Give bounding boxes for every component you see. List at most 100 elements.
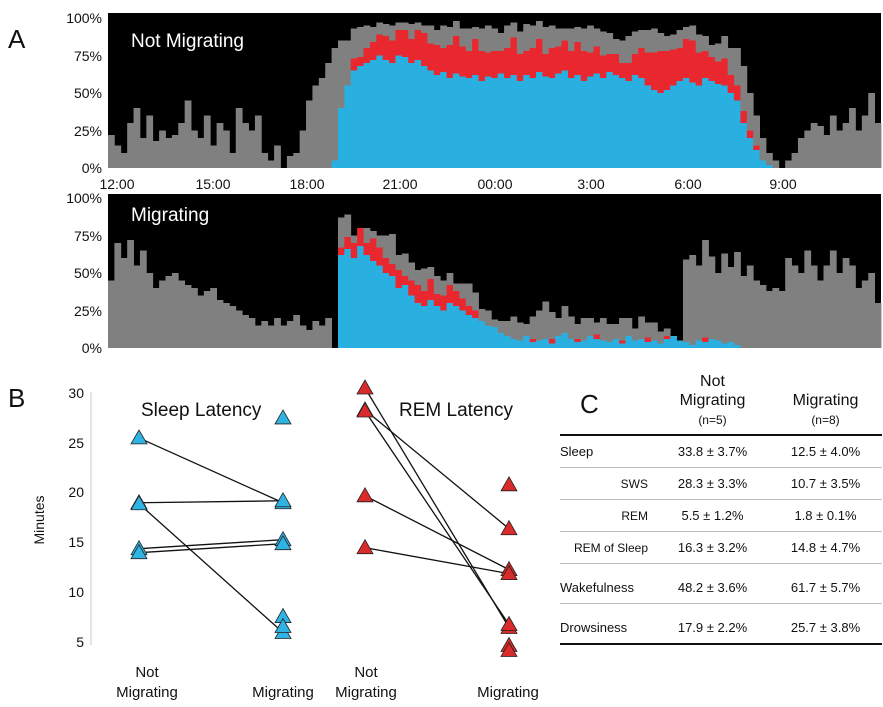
bottom-sws-bar	[369, 261, 377, 348]
top-sws-bar	[414, 60, 422, 168]
top-wake-bar	[146, 115, 154, 168]
bottom-wake-bar	[727, 267, 735, 342]
rem-latency-not-migrating-point	[356, 486, 374, 503]
top-wake-bar	[708, 45, 716, 57]
bottom-sws-bar	[644, 342, 652, 348]
top-sws-bar	[753, 150, 761, 168]
top-wake-bar	[165, 138, 173, 168]
top-sws-bar	[395, 55, 403, 168]
bottom-wake-bar	[235, 310, 243, 348]
top-wake-bar	[785, 160, 792, 168]
top-sws-bar	[567, 78, 575, 168]
row-label-sleep: Sleep	[560, 435, 656, 468]
bottom-sws-bar	[606, 342, 614, 348]
bottom-wake-bar	[772, 288, 780, 348]
table-header-not-line2: Migrating	[679, 392, 746, 409]
top-rem-bar	[644, 52, 652, 86]
top-rem-bar	[478, 51, 486, 81]
top-rem-bar	[440, 48, 447, 72]
sleep-latency-pair-line	[138, 543, 284, 554]
bottom-wake-bar	[433, 276, 441, 294]
b-y-tick-5: 5	[76, 634, 84, 650]
top-sws-bar	[465, 78, 473, 168]
top-wake-bar	[344, 40, 352, 86]
bottom-wake-bar	[108, 280, 115, 348]
bottom-wake-bar	[753, 280, 761, 348]
top-wake-bar	[548, 25, 556, 48]
top-rem-bar	[746, 130, 754, 138]
top-rem-bar	[548, 48, 556, 78]
bottom-sws-bar	[676, 340, 684, 348]
panel-b-y-axis: Minutes 30 25 20 15 10 5	[31, 385, 92, 650]
bottom-wake-bar	[682, 259, 690, 342]
top-rem-bar	[657, 51, 665, 93]
top-sws-bar	[401, 57, 409, 168]
bottom-sws-bar	[433, 306, 441, 348]
bottom-sws-bar	[682, 342, 690, 348]
top-sws-bar	[740, 123, 748, 168]
bottom-wake-bar	[606, 324, 614, 342]
bottom-wake-bar	[389, 234, 396, 264]
table-row-sws: SWS 28.3 ± 3.3% 10.7 ± 3.5%	[560, 467, 882, 500]
bottom-sws-bar	[516, 340, 524, 348]
bottom-wake-bar	[504, 321, 511, 336]
b-y-tick-10: 10	[68, 584, 84, 600]
bottom-wake-bar	[567, 316, 575, 339]
top-wake-bar	[804, 130, 812, 168]
summary-table: Not Migrating (n=5) Migrating (n=8) Slee…	[560, 372, 882, 645]
top-sws-bar	[331, 160, 339, 168]
panel-a-top-chart: Not Migrating 100% 75% 50% 25% 0% 12:00 …	[66, 10, 882, 192]
rem-latency-pair-line	[364, 495, 510, 571]
bottom-chart-bars	[108, 214, 882, 348]
top-sws-bar	[344, 85, 352, 168]
bottom-wake-bar	[171, 273, 179, 348]
table-header-migrating: Migrating (n=8)	[769, 372, 882, 435]
bottom-sws-bar	[344, 249, 352, 348]
panel-c-letter: C	[580, 389, 599, 419]
x-tick-0600: 6:00	[674, 176, 701, 192]
top-wake-bar	[599, 31, 607, 56]
top-wake-bar	[510, 22, 518, 38]
bottom-sws-bar	[663, 339, 671, 348]
top-wake-bar	[529, 25, 537, 48]
top-sws-bar	[587, 76, 594, 168]
bottom-wake-bar	[254, 325, 262, 348]
bottom-wake-bar	[759, 285, 767, 348]
bottom-wake-bar	[146, 273, 154, 348]
top-wake-bar	[695, 34, 703, 53]
top-sws-bar	[427, 70, 435, 168]
top-rem-bar	[395, 30, 403, 56]
bottom-sws-bar	[548, 343, 556, 348]
top-wake-bar	[440, 25, 447, 48]
top-wake-bar	[484, 25, 492, 53]
bottom-rem-bar	[401, 276, 409, 285]
row-label-drowsiness: Drowsiness	[560, 612, 656, 645]
top-sws-bar	[746, 138, 754, 168]
top-wake-bar	[797, 138, 805, 168]
rem-cat-not-line2: Migrating	[335, 684, 397, 701]
bottom-sws-bar	[523, 336, 531, 348]
top-rem-bar	[663, 51, 671, 90]
top-wake-bar	[114, 145, 122, 168]
top-sws-bar	[606, 72, 614, 168]
bottom-y-tick-100: 100%	[66, 190, 102, 206]
bottom-rem-bar	[433, 294, 441, 306]
table-gap-row	[560, 564, 882, 573]
top-rem-bar	[631, 54, 639, 75]
top-sws-bar	[369, 60, 377, 168]
top-wake-bar	[497, 33, 505, 51]
top-rem-bar	[536, 39, 543, 72]
top-sws-bar	[510, 75, 518, 168]
top-wake-bar	[734, 48, 741, 86]
top-wake-bar	[567, 28, 575, 51]
top-wake-bar	[210, 145, 217, 168]
bottom-rem-bar	[382, 258, 390, 273]
top-wake-bar	[714, 43, 722, 62]
bottom-wake-bar	[817, 280, 824, 348]
bottom-rem-bar	[644, 337, 652, 342]
bottom-wake-bar	[855, 288, 863, 348]
bottom-wake-bar	[312, 321, 320, 348]
bottom-wake-bar	[414, 270, 422, 285]
bottom-wake-bar	[120, 258, 128, 348]
bottom-sws-bar	[459, 310, 467, 348]
